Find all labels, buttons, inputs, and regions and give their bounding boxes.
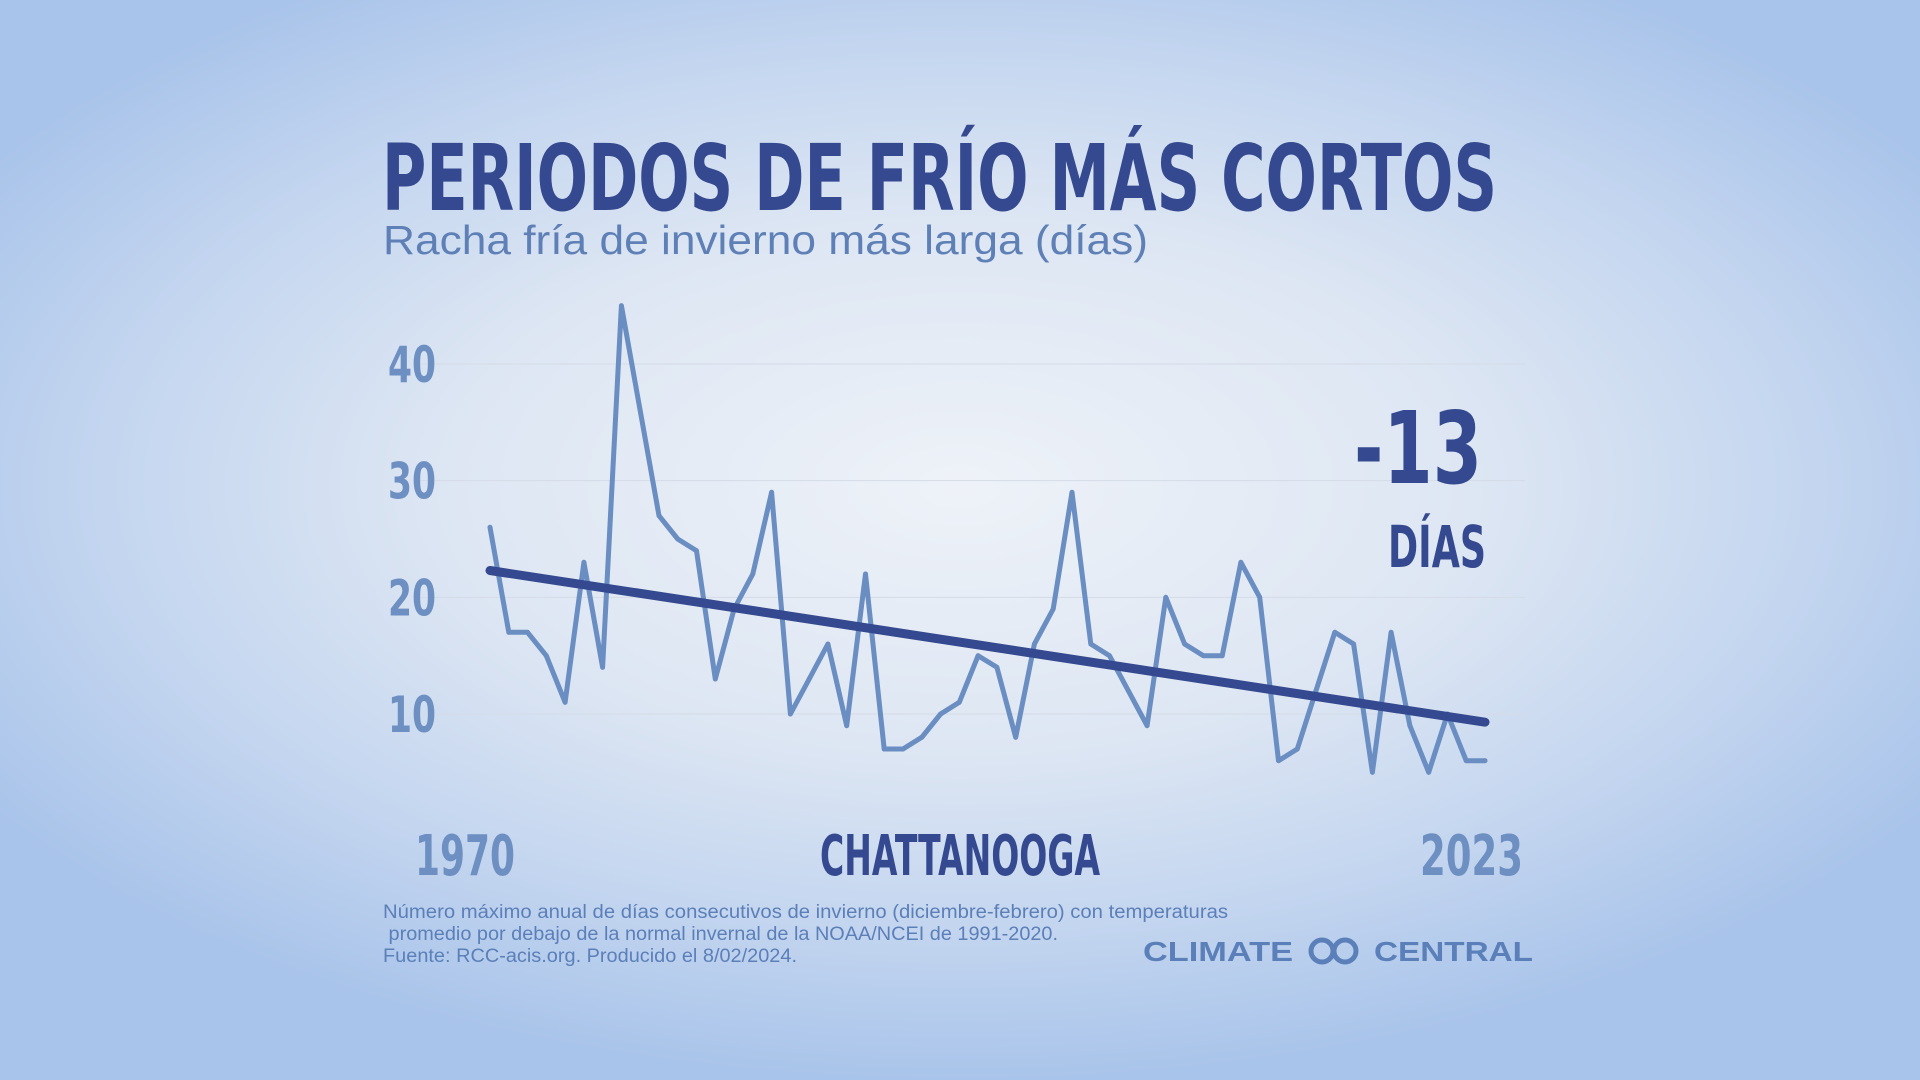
- data-point: [712, 676, 718, 682]
- footnote-line-2: promedio por debajo de la normal inverna…: [383, 924, 1058, 945]
- data-point: [788, 711, 793, 717]
- footnote-line-1: Número máximo anual de días consecutivos…: [383, 902, 1228, 923]
- data-point: [750, 571, 756, 577]
- data-point: [1032, 641, 1037, 647]
- brand-left: CLIMATE: [1143, 936, 1293, 967]
- data-point: [1163, 594, 1169, 600]
- data-point: [825, 641, 831, 647]
- data-point: [769, 489, 774, 495]
- data-point: [525, 629, 530, 635]
- data-point: [900, 746, 906, 752]
- data-point: [956, 699, 962, 705]
- change-value: -13: [1354, 390, 1482, 507]
- end-year-label: 2023: [1420, 824, 1523, 889]
- data-point: [1294, 746, 1300, 752]
- data-point: [975, 653, 981, 659]
- data-point: [1219, 653, 1225, 659]
- data-point: [637, 408, 643, 414]
- trend-layer: [485, 566, 1490, 727]
- data-point: [581, 559, 587, 565]
- data-point: [1144, 723, 1150, 729]
- data-point: [675, 536, 681, 542]
- y-tick-label: 40: [388, 336, 436, 394]
- data-point: [1482, 758, 1488, 764]
- data-point: [994, 664, 1000, 670]
- data-point: [1013, 734, 1019, 740]
- chart-subtitle: Racha fría de invierno más larga (días): [383, 217, 1148, 263]
- data-point: [863, 571, 868, 577]
- data-point: [1238, 559, 1244, 565]
- brand-right: CENTRAL: [1374, 936, 1533, 967]
- data-point: [919, 734, 925, 740]
- data-point: [506, 629, 512, 635]
- y-tick-label: 10: [388, 686, 436, 744]
- data-point: [1370, 769, 1375, 775]
- data-point: [543, 653, 549, 659]
- data-point: [1332, 629, 1338, 635]
- chart-title: PERIODOS DE FRÍO MÁS CORTOS: [382, 124, 1497, 232]
- y-axis-ticks: 10 20 30 40: [388, 336, 436, 744]
- data-point: [562, 699, 568, 705]
- data-point: [806, 676, 812, 682]
- change-unit: DÍAS: [1388, 512, 1486, 581]
- data-point: [844, 723, 850, 729]
- rings-icon: [1308, 937, 1359, 965]
- y-tick-label: 30: [388, 453, 436, 511]
- data-point: [1426, 769, 1432, 775]
- data-point: [1088, 641, 1094, 647]
- footnote-line-3: Fuente: RCC-acis.org. Producido el 8/02/…: [383, 946, 797, 967]
- data-point: [938, 711, 943, 717]
- data-point: [600, 664, 605, 670]
- y-tick-label: 20: [388, 569, 436, 627]
- start-year-label: 1970: [415, 824, 515, 889]
- data-point: [881, 746, 887, 752]
- data-point: [1407, 723, 1413, 729]
- series-line: [487, 303, 1488, 775]
- data-point: [656, 513, 662, 519]
- data-point: [694, 548, 699, 554]
- data-point: [1125, 688, 1131, 694]
- location-label: CHATTANOOGA: [820, 824, 1100, 889]
- data-point: [1351, 641, 1356, 647]
- data-point: [1257, 594, 1263, 600]
- data-point: [1069, 489, 1075, 495]
- data-series: [487, 303, 1488, 775]
- data-point: [1463, 758, 1469, 764]
- data-point: [1388, 629, 1394, 635]
- climate-central-logo: CLIMATE CENTRAL: [1143, 936, 1533, 967]
- data-point: [1050, 606, 1056, 612]
- data-point: [487, 524, 493, 530]
- data-point: [1107, 653, 1112, 659]
- trend-line: [485, 566, 1490, 727]
- data-point: [619, 303, 624, 309]
- data-point: [1182, 641, 1187, 647]
- data-point: [1201, 653, 1206, 659]
- data-point: [1276, 758, 1281, 764]
